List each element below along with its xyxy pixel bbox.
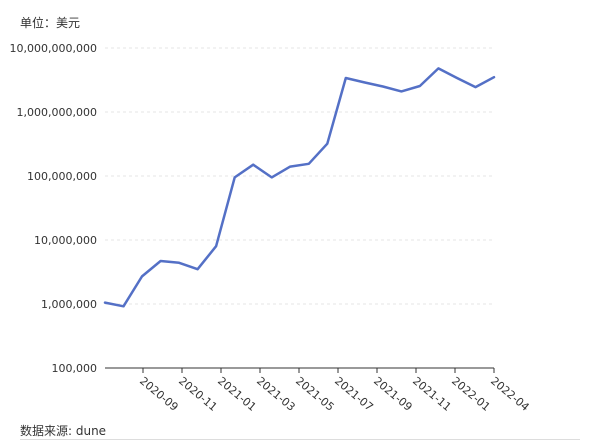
x-tick-label: 2022-01 (449, 374, 493, 414)
x-tick-label: 2020-11 (176, 374, 220, 414)
x-tick-label: 2021-01 (215, 374, 259, 414)
line-chart: 100,000 1,000,000 10,000,000 100,000,000 1,0… (10, 42, 532, 414)
data-source-label: 数据来源: dune (20, 424, 107, 438)
y-tick-label: 1,000,000,000 (17, 106, 97, 119)
x-tick-label: 2020-09 (137, 374, 181, 414)
x-tick-label: 2021-03 (254, 374, 298, 414)
y-tick-label: 10,000,000 (34, 234, 97, 247)
x-tick-label: 2021-07 (332, 374, 376, 414)
x-tick-label: 2021-05 (293, 374, 337, 414)
x-tick-label: 2021-09 (371, 374, 415, 414)
footer-divider (20, 439, 580, 440)
y-tick-label: 1,000,000 (41, 298, 97, 311)
y-tick-label: 100,000,000 (27, 170, 97, 183)
series-line (103, 67, 496, 308)
y-tick-label: 100,000 (52, 362, 98, 375)
x-tick-label: 2022-04 (488, 374, 532, 414)
y-tick-label: 10,000,000,000 (10, 42, 97, 55)
x-tick-label: 2021-11 (410, 374, 454, 414)
unit-label: 单位：美元 (20, 16, 81, 30)
